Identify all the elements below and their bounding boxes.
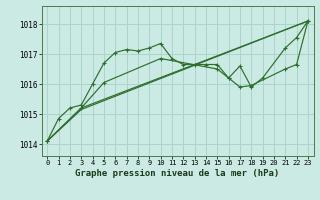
X-axis label: Graphe pression niveau de la mer (hPa): Graphe pression niveau de la mer (hPa): [76, 169, 280, 178]
